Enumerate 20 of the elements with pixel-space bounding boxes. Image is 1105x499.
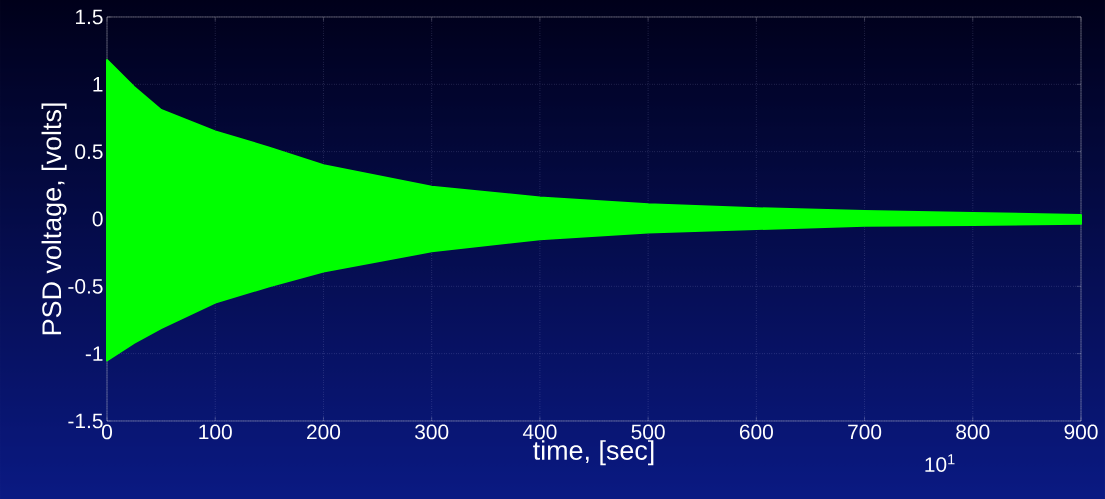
x-tick-label: 100 [199,424,232,440]
y-tick-label: 1.5 [76,9,103,25]
y-tick-label: 0.5 [75,144,103,160]
x-tick-label: 600 [739,424,773,440]
x-tick-label: 800 [956,424,990,440]
x-tick-label: 700 [848,424,882,440]
x-tick-label: 0 [102,424,113,440]
y-tick-label: -1 [85,346,103,361]
y-axis-title: PSD voltage, [volts] [41,103,67,335]
y-tick-label: -0.5 [68,278,103,294]
y-tick-label: -1.5 [68,413,103,429]
y-tick-label: 1 [93,77,103,92]
x-tick-label: 500 [631,424,665,440]
x-tick-label: 300 [415,424,449,440]
x-tick-label: 900 [1064,424,1098,440]
x-axis-title: time, [sec] [533,440,654,466]
text: 10$^{1}$ [925,454,955,472]
x-tick-label: 200 [307,424,341,440]
x-tick-label: 400 [522,424,557,440]
y-tick-label: 0 [92,211,103,227]
